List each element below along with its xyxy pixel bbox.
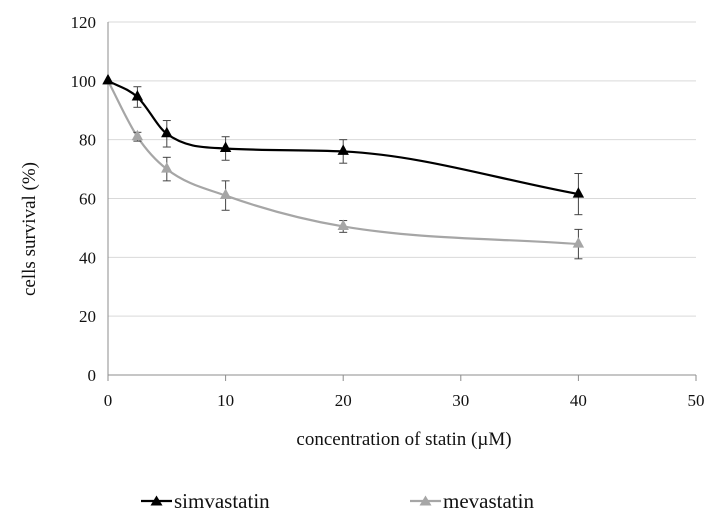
legend-item-mevastatin: mevastatin: [410, 489, 534, 513]
legend: simvastatin mevastatin: [141, 489, 534, 513]
data-point-mevastatin-5: [572, 237, 585, 248]
x-tick-label-10: 10: [217, 391, 234, 410]
y-tick-label-0: 0: [88, 366, 97, 385]
y-tick-label-120: 120: [71, 13, 97, 32]
y-tick-label-40: 40: [79, 248, 96, 267]
data-point-mevastatin-2: [161, 162, 173, 173]
y-tick-label-100: 100: [71, 72, 97, 91]
y-axis-title: cells survival (%): [19, 162, 40, 296]
data-point-simvastatin-4: [337, 144, 349, 155]
data-point-simvastatin-3: [219, 141, 232, 152]
y-tick-label-80: 80: [79, 131, 96, 150]
x-tick-label-40: 40: [570, 391, 587, 410]
series-simvastatin: [102, 73, 585, 216]
x-tick-label-30: 30: [452, 391, 469, 410]
x-tick-label-50: 50: [688, 391, 705, 410]
axes: [107, 22, 697, 381]
tick-labels: 0 20 40 60 80 100 120 0 10 20 30 40 50: [71, 13, 705, 410]
y-tick-label-20: 20: [79, 307, 96, 326]
data-point-simvastatin-5: [572, 187, 585, 198]
data-point-mevastatin-3: [219, 188, 232, 200]
data-point-mevastatin-1: [131, 129, 144, 141]
x-tick-label-20: 20: [335, 391, 352, 410]
legend-marker-mevastatin: [419, 495, 432, 506]
series-mevastatin: [102, 73, 585, 260]
legend-item-simvastatin: simvastatin: [141, 489, 270, 513]
gridlines: [108, 21, 696, 317]
data-point-simvastatin-2: [161, 126, 173, 138]
legend-marker-simvastatin: [150, 495, 163, 506]
y-tick-label-60: 60: [79, 190, 96, 209]
data-point-simvastatin-0: [102, 73, 114, 85]
x-axis-title: concentration of statin (µM): [296, 429, 511, 450]
data-point-mevastatin-4: [337, 219, 349, 230]
x-tick-label-0: 0: [104, 391, 113, 410]
data-point-simvastatin-1: [131, 90, 144, 101]
legend-label-simvastatin: simvastatin: [174, 489, 270, 513]
series-layer: [102, 73, 585, 260]
legend-label-mevastatin: mevastatin: [443, 489, 534, 513]
